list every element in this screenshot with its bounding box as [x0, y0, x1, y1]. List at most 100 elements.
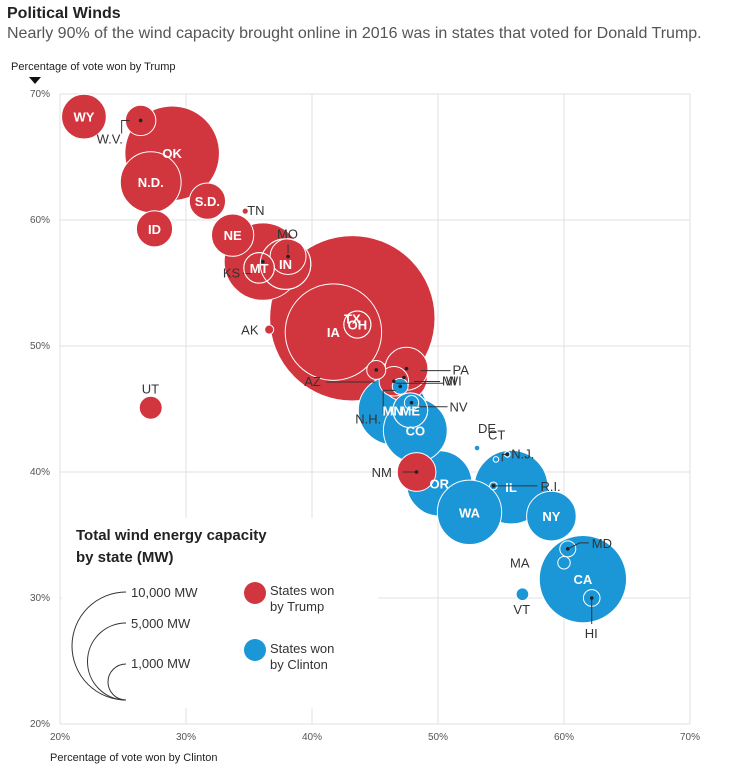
bubble-wa: [436, 479, 503, 545]
axis-ticks: 20%20% 30% 30% 40% 40% 50% 50% 60% 60% 70% 70%: [30, 89, 700, 743]
label-nm: NM: [372, 465, 392, 480]
legend-title-line1: Total wind energy capacity: [76, 527, 267, 544]
x-axis-label: Percentage of vote won by Clinton: [50, 752, 218, 764]
label-az: AZ: [304, 374, 321, 389]
leader-wv: [121, 119, 130, 134]
label-il: IL: [505, 480, 517, 495]
label-hi: HI: [585, 626, 598, 641]
label-nj: N.J.: [511, 446, 534, 461]
x-tick-label-30: 30%: [176, 732, 196, 743]
legend-trump-line1: States won: [270, 583, 334, 598]
dot-wi: [392, 379, 396, 384]
label-md: MD: [592, 536, 612, 551]
legend-clinton-line1: States won: [270, 641, 334, 656]
x-tick-label-70: 70%: [680, 732, 700, 743]
label-ri: R.I.: [540, 479, 560, 494]
bubble-ma: [557, 556, 571, 570]
label-ak: AK: [241, 323, 259, 338]
label-mi: MI: [442, 374, 456, 389]
legend-clinton-line2: by Clinton: [270, 657, 328, 672]
label-pa: PA: [453, 363, 470, 378]
label-de: DE: [478, 421, 496, 436]
label-wa: WA: [459, 505, 481, 520]
label-or: OR: [430, 476, 450, 491]
ring-mt: [243, 252, 275, 284]
label-wi: WI: [446, 373, 462, 388]
legend-size-5000: [87, 622, 127, 701]
label-nd: N.D.: [138, 175, 164, 190]
label-nh: N.H.: [355, 411, 381, 426]
label-ca: CA: [574, 572, 593, 587]
dot-nv: [409, 400, 414, 405]
label-wy: WY: [73, 110, 94, 125]
label-ne: NE: [224, 228, 242, 243]
bubble-vt: [515, 587, 530, 602]
label-me: ME: [401, 403, 421, 418]
label-id: ID: [148, 222, 161, 237]
legend-background: [62, 518, 378, 708]
legend: Total wind energy capacity by state (MW)…: [62, 518, 378, 708]
chart-title: Political Winds: [7, 5, 121, 22]
label-oh: OH: [348, 318, 368, 333]
chart-subtitle: Nearly 90% of the wind capacity brought …: [7, 25, 702, 42]
label-sd: S.D.: [195, 194, 220, 209]
y-tick-label-30: 30%: [30, 593, 50, 604]
ring-me: [392, 392, 429, 429]
ring-oh: [343, 310, 372, 339]
label-ct: CT: [488, 427, 505, 442]
y-tick-label-60: 60%: [30, 215, 50, 226]
legend-clinton-swatch: [244, 639, 266, 661]
y-axis-label: Percentage of vote won by Trump: [11, 61, 175, 73]
dot-nm: [414, 470, 419, 474]
bubble-ut: [138, 395, 163, 420]
label-vt: VT: [513, 602, 530, 617]
bubble-ny: [526, 490, 577, 542]
label-ma: MA: [510, 556, 530, 571]
ring-in: [259, 238, 312, 290]
leader-nh: [382, 389, 396, 415]
dot-nh: [398, 384, 403, 389]
label-in: IN: [279, 257, 292, 272]
dot-az: [374, 368, 379, 372]
label-co: CO: [406, 423, 426, 438]
dot-pa: [404, 366, 409, 371]
dot-hi: [589, 596, 594, 600]
y-axis-arrow-icon: [29, 77, 41, 84]
bubble-tn: [241, 207, 249, 215]
legend-size-10000: [71, 591, 127, 701]
label-ks: KS: [223, 266, 241, 281]
legend-size-label-1000: 1,000 MW: [131, 656, 191, 671]
bubble-wy: [61, 93, 107, 140]
legend-trump-swatch: [244, 582, 266, 604]
bubble-ct: [492, 456, 500, 463]
bubble-sd: [188, 182, 227, 220]
y-tick-label-40: 40%: [30, 467, 50, 478]
legend-trump-line2: by Trump: [270, 599, 324, 614]
label-nv: NV: [450, 400, 468, 415]
y-tick-label-70: 70%: [30, 89, 50, 100]
dot-mi: [402, 375, 406, 380]
x-tick-label-40: 40%: [302, 732, 322, 743]
x-tick-label-50: 50%: [428, 732, 448, 743]
legend-size-label-5000: 5,000 MW: [131, 616, 191, 631]
bubble-ia: [284, 283, 383, 381]
label-ut: UT: [142, 382, 159, 397]
legend-size-label-10000: 10,000 MW: [131, 585, 198, 600]
dot-mo: [286, 254, 290, 259]
y-tick-label-50: 50%: [30, 341, 50, 352]
dot-ri: [491, 484, 496, 488]
label-ok: OK: [162, 146, 182, 161]
leader-md: [567, 542, 589, 550]
y-tick-label-20: 20%: [30, 719, 50, 730]
bubble-ak: [264, 324, 275, 335]
label-ia: IA: [327, 325, 341, 340]
x-tick-label-20: 20%: [50, 732, 70, 743]
bubble-id: [135, 210, 174, 248]
legend-title-line2: by state (MW): [76, 549, 174, 566]
label-mo: MO: [277, 227, 298, 242]
label-tn: TN: [247, 203, 264, 218]
x-tick-label-60: 60%: [554, 732, 574, 743]
bubble-de: [473, 444, 481, 452]
